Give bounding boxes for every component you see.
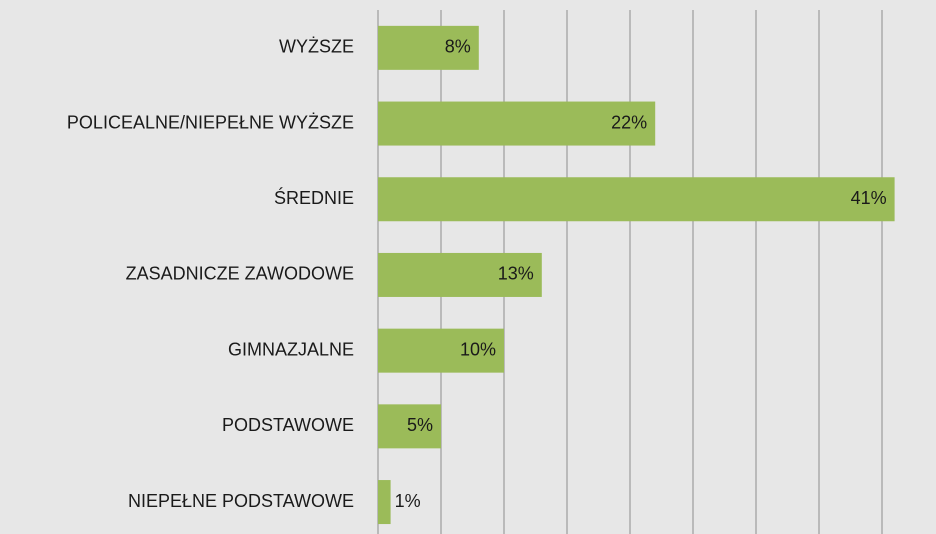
y-tick-label: ZASADNICZE ZAWODOWE <box>126 264 354 284</box>
data-label: 22% <box>611 112 647 132</box>
y-tick-label: NIEPEŁNE PODSTAWOWE <box>128 491 354 511</box>
bar <box>378 252 542 297</box>
bar <box>378 480 391 525</box>
bar <box>378 177 895 222</box>
bar <box>378 404 441 449</box>
y-tick-label: POLICEALNE/NIEPEŁNE WYŻSZE <box>67 112 354 132</box>
data-label: 13% <box>498 264 534 284</box>
y-tick-label: GIMNAZJALNE <box>228 339 354 359</box>
y-tick-label: ŚREDNIE <box>274 187 354 208</box>
y-tick-label: WYŻSZE <box>279 37 354 57</box>
bar <box>378 25 479 70</box>
data-label: 41% <box>851 188 887 208</box>
bar <box>378 328 504 373</box>
bar <box>378 101 656 146</box>
y-tick-label: PODSTAWOWE <box>222 415 354 435</box>
data-label: 8% <box>445 37 471 57</box>
data-label: 5% <box>407 415 433 435</box>
data-label: 1% <box>395 491 421 511</box>
data-label: 10% <box>460 339 496 359</box>
